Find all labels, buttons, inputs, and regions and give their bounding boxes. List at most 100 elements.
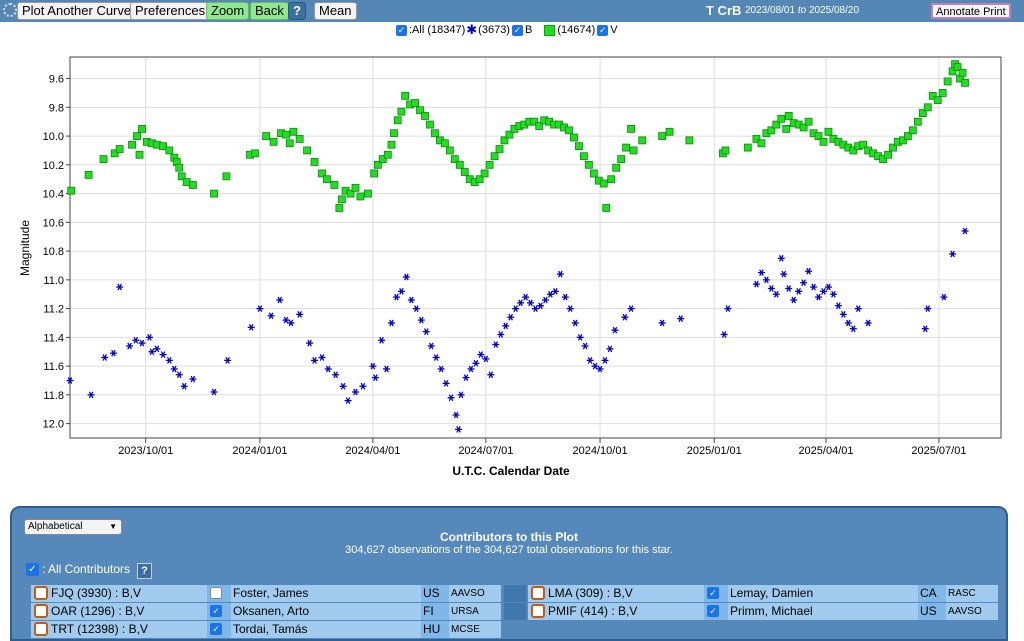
contributor-color-button[interactable] <box>34 604 48 618</box>
v-point <box>918 109 927 117</box>
help-button[interactable]: ? <box>288 2 306 20</box>
v-point <box>135 150 144 159</box>
v-point <box>323 175 331 184</box>
b-series-checkbox[interactable]: ✓ <box>511 24 523 36</box>
contributor-row: OAR (1296) : B,V ✓ Oksanen, Arto FI URSA <box>31 603 501 620</box>
y-tick-label: 9.8 <box>49 102 64 114</box>
b-point <box>487 371 495 379</box>
v-point <box>814 132 823 140</box>
sort-order-select[interactable]: Alphabetical ▼ <box>24 519 122 535</box>
contributor-color-button[interactable] <box>34 586 48 600</box>
b-point <box>352 388 360 396</box>
preferences-button[interactable]: Preferences <box>130 2 211 20</box>
b-point <box>392 293 400 301</box>
contributor-country: HU <box>421 621 449 638</box>
legend: ✓ :All (18347) ✱ (3673) ✓ B (14674) ✓ V <box>394 22 618 38</box>
b-point <box>497 331 505 338</box>
contributor-checkbox[interactable]: ✓ <box>707 587 719 599</box>
b-point <box>455 426 463 433</box>
v-point <box>480 169 489 178</box>
contributor-checkbox[interactable] <box>210 587 222 599</box>
contributors-title: Contributors to this Plot <box>440 530 578 544</box>
x-axis-ticks: 2023/10/01 2024/01/01 2024/04/01 2024/07/01… <box>118 438 966 457</box>
v-point <box>607 175 616 184</box>
b-point-stroke <box>458 391 464 399</box>
contributor-obs-label: OAR (1296) : B,V <box>51 604 145 618</box>
all-contributors-toggle[interactable]: ✓ : All Contributors <box>24 562 130 576</box>
b-point <box>477 351 485 358</box>
b-point-stroke <box>925 305 931 312</box>
b-point-stroke <box>774 290 779 298</box>
contributor-obs-cell: TRT (12398) : B,V <box>31 621 207 638</box>
v-point <box>923 103 932 112</box>
b-point <box>492 341 500 348</box>
x-tick-label: 2024/04/01 <box>345 445 400 457</box>
annotate-print-button[interactable]: Annotate Print <box>931 3 1011 19</box>
b-point-stroke <box>448 394 454 402</box>
b-point <box>829 290 837 298</box>
v-point <box>622 143 631 152</box>
contributor-color-button[interactable] <box>531 586 545 600</box>
b-point <box>452 411 460 419</box>
b-point <box>344 397 352 404</box>
b-point-stroke <box>111 349 116 357</box>
plot-another-curve-button[interactable]: Plot Another Curve <box>17 2 137 20</box>
b-point <box>457 391 465 399</box>
v-point <box>401 91 410 100</box>
b-point-stroke <box>428 342 434 350</box>
contributor-name: Tordai, Tamás <box>231 621 421 638</box>
zoom-button[interactable]: Zoom <box>206 2 250 20</box>
b-star-marker-icon: ✱ <box>466 22 478 37</box>
b-series-count: (3673) <box>478 24 510 36</box>
contributor-row: LMA (309) : B,V ✓ Lemay, Damien CA RASC <box>528 585 998 602</box>
b-point-stroke <box>319 354 325 361</box>
b-point-stroke <box>721 331 727 338</box>
b-point-stroke <box>587 357 593 364</box>
contributor-obs-label: FJQ (3930) : B,V <box>51 586 142 600</box>
all-series-checkbox[interactable]: ✓ <box>396 24 407 36</box>
v-point <box>210 189 218 198</box>
b-point-stroke <box>508 313 513 321</box>
v-series-checkbox[interactable]: ✓ <box>597 24 609 36</box>
v-point <box>421 112 429 120</box>
b-point <box>949 250 957 258</box>
contributor-color-button[interactable] <box>531 604 545 618</box>
b-point-stroke <box>176 371 182 379</box>
b-point-stroke <box>127 342 132 350</box>
v-point <box>346 189 355 198</box>
y-tick-label: 11.6 <box>43 361 64 373</box>
x-tick-label: 2025/07/01 <box>911 445 966 457</box>
y-axis-title: Magnitude <box>18 220 32 276</box>
v-point <box>356 192 365 201</box>
b-point <box>795 287 803 295</box>
sort-order-value: Alphabetical <box>28 521 83 532</box>
contributor-checkbox[interactable]: ✓ <box>210 623 222 635</box>
v-point <box>431 129 439 138</box>
b-point <box>383 365 391 373</box>
b-point-stroke <box>211 388 217 396</box>
date-to: 2025/08/20 <box>808 5 860 16</box>
b-point <box>109 349 117 357</box>
mean-button[interactable]: Mean <box>314 2 357 20</box>
b-point <box>785 285 793 292</box>
v-point <box>416 106 424 115</box>
light-curve-chart[interactable]: 9.6 9.8 10.0 10.2 10.4 10.6 10.8 11.0 11.2 11.4 11… <box>0 38 1024 484</box>
b-point-stroke <box>754 280 759 288</box>
v-point <box>938 89 947 97</box>
b-point <box>210 388 218 396</box>
b-point <box>517 299 525 307</box>
contributors-help-button[interactable]: ? <box>137 563 152 579</box>
b-point-stroke <box>370 362 376 370</box>
gear-icon[interactable] <box>3 3 17 17</box>
contributor-checkbox[interactable]: ✓ <box>210 605 222 617</box>
b-point-stroke <box>816 293 821 301</box>
contributor-checkbox[interactable]: ✓ <box>707 605 719 617</box>
all-contributors-checkbox[interactable]: ✓ <box>26 562 39 576</box>
back-button[interactable]: Back <box>250 2 289 20</box>
contributor-color-button[interactable] <box>34 622 48 636</box>
b-point <box>601 357 609 364</box>
contributor-checkbox-cell: ✓ <box>704 585 728 602</box>
v-point <box>485 160 494 169</box>
contributor-org: RASC <box>946 585 998 602</box>
b-point-stroke <box>478 351 484 358</box>
